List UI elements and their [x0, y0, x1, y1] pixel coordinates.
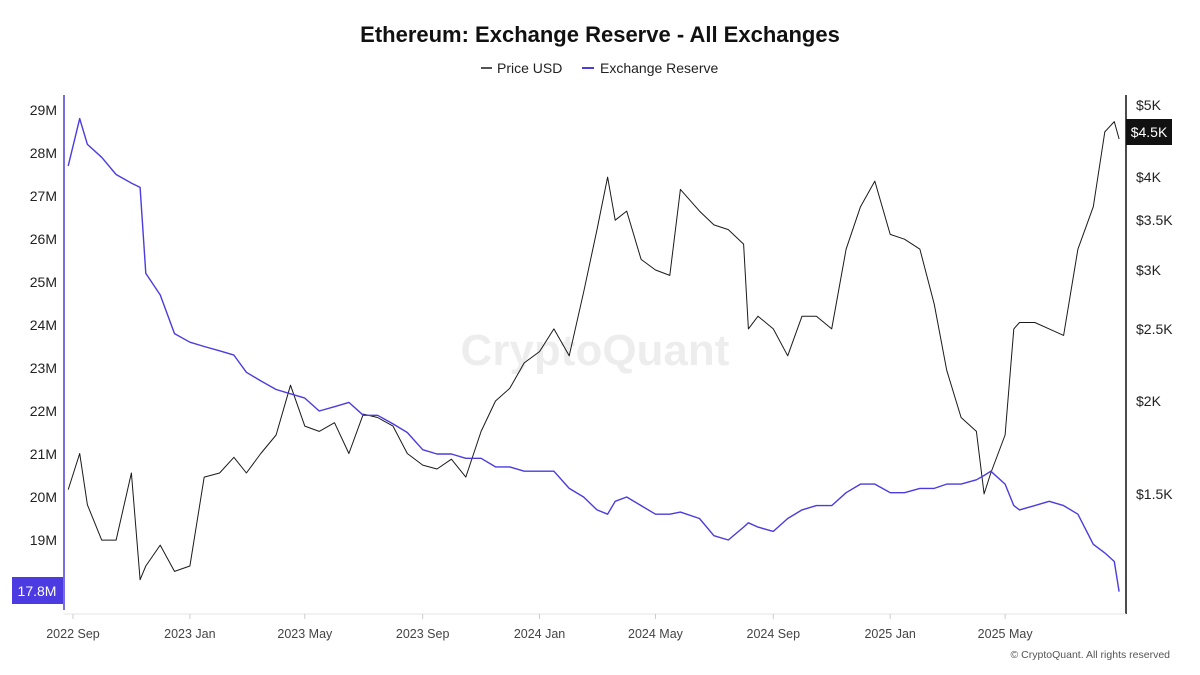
left-tick-label: 27M: [30, 188, 57, 204]
plot-area: [67, 117, 1120, 592]
legend-label-price[interactable]: Price USD: [497, 60, 562, 76]
left-tick-label: 29M: [30, 102, 57, 118]
x-tick-label: 2022 Sep: [46, 627, 100, 641]
right-tick-label: $2K: [1136, 393, 1162, 409]
right-tick-label: $4K: [1136, 169, 1162, 185]
right-tick-label: $3K: [1136, 262, 1162, 278]
left-tick-label: 28M: [30, 145, 57, 161]
left-axis-ticks: 29M 28M 27M 26M 25M 24M 23M 22M 21M 20M 19M: [30, 102, 57, 548]
right-tick-label: $2.5K: [1136, 321, 1173, 337]
x-tick-label: 2025 Jan: [864, 627, 915, 641]
right-current-value-badge: $4.5K: [1126, 119, 1172, 145]
x-axis-ticks: 2022 Sep 2023 Jan 2023 May 2023 Sep 2024 Jan…: [46, 614, 1033, 641]
left-tick-label: 21M: [30, 446, 57, 462]
x-tick-label: 2024 Jan: [514, 627, 565, 641]
x-tick-label: 2023 Jan: [164, 627, 215, 641]
copyright: © CryptoQuant. All rights reserved: [1011, 649, 1171, 661]
right-tick-label: $3.5K: [1136, 212, 1173, 228]
left-tick-label: 26M: [30, 231, 57, 247]
left-tick-label: 23M: [30, 360, 57, 376]
right-current-value: $4.5K: [1131, 124, 1168, 140]
x-tick-label: 2025 May: [978, 627, 1034, 641]
watermark: CryptoQuant: [461, 326, 730, 375]
left-tick-label: 22M: [30, 403, 57, 419]
legend: Price USD Exchange Reserve: [481, 60, 719, 76]
left-current-value: 17.8M: [18, 583, 57, 599]
left-tick-label: 25M: [30, 274, 57, 290]
right-axis-ticks: $5K $4K $3.5K $3K $2.5K $2K $1.5K: [1136, 97, 1173, 502]
x-tick-label: 2024 Sep: [747, 627, 801, 641]
series-line-price-usd: [67, 121, 1120, 581]
x-tick-label: 2023 Sep: [396, 627, 450, 641]
chart-title: Ethereum: Exchange Reserve - All Exchang…: [360, 22, 840, 47]
x-tick-label: 2024 May: [628, 627, 684, 641]
left-tick-label: 24M: [30, 317, 57, 333]
right-tick-label: $5K: [1136, 97, 1162, 113]
legend-label-reserve[interactable]: Exchange Reserve: [600, 60, 719, 76]
left-current-value-badge: 17.8M: [12, 577, 63, 604]
series-line-exchange-reserve: [67, 117, 1120, 592]
left-tick-label: 20M: [30, 489, 57, 505]
x-tick-label: 2023 May: [277, 627, 333, 641]
left-tick-label: 19M: [30, 532, 57, 548]
right-tick-label: $1.5K: [1136, 486, 1173, 502]
